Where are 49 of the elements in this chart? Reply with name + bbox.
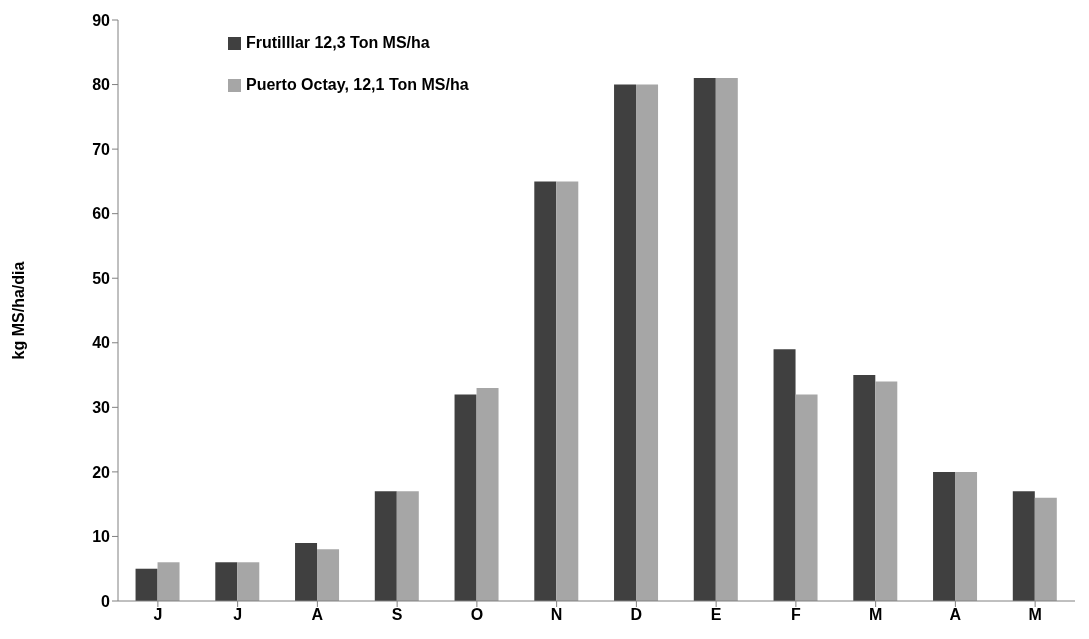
bar: [396, 491, 419, 601]
bar: [454, 394, 477, 601]
x-tick-label: E: [710, 606, 722, 624]
bar: [933, 471, 956, 601]
x-tick-label: F: [790, 606, 801, 624]
bar: [955, 471, 978, 601]
bar: [853, 375, 876, 601]
y-tick-label: 60: [92, 205, 111, 223]
y-tick-label: 0: [101, 592, 111, 610]
bar: [773, 349, 796, 601]
bar: [715, 78, 738, 601]
x-tick-label: J: [153, 606, 163, 624]
x-tick-label: N: [550, 606, 563, 624]
bar: [317, 549, 340, 601]
x-tick-label: O: [470, 606, 484, 624]
x-tick-label: S: [391, 606, 403, 624]
bar: [237, 562, 260, 601]
x-tick-label: M: [1028, 606, 1042, 624]
bar: [374, 491, 397, 601]
y-tick-label: 40: [92, 334, 111, 352]
y-axis-title: kg MS/ha/dia: [9, 261, 27, 360]
bar: [875, 381, 898, 601]
legend-label: Puerto Octay, 12,1 Ton MS/ha: [246, 76, 469, 94]
y-tick-label: 90: [92, 11, 111, 29]
bar: [693, 78, 716, 601]
y-tick-label: 80: [92, 76, 111, 94]
x-tick-label: M: [868, 606, 883, 624]
bar: [135, 568, 158, 601]
x-tick-label: A: [949, 606, 962, 624]
bar: [1012, 491, 1035, 601]
bar: [157, 562, 180, 601]
bar: [556, 181, 579, 601]
bar: [636, 84, 659, 601]
bar: [1034, 497, 1057, 601]
y-tick-label: 10: [92, 528, 111, 546]
bar: [295, 542, 318, 601]
bar: [534, 181, 557, 601]
y-tick-label: 70: [92, 140, 111, 158]
bar: [215, 562, 238, 601]
x-tick-label: J: [233, 606, 243, 624]
y-tick-label: 50: [92, 269, 111, 287]
y-tick-label: 30: [92, 399, 111, 417]
x-tick-label: A: [311, 606, 324, 624]
legend-label: Frutilllar 12,3 Ton MS/ha: [246, 34, 430, 52]
bar: [476, 387, 499, 601]
x-tick-label: D: [630, 606, 643, 624]
bar: [614, 84, 637, 601]
bar: [795, 394, 818, 601]
y-tick-label: 20: [92, 463, 111, 481]
